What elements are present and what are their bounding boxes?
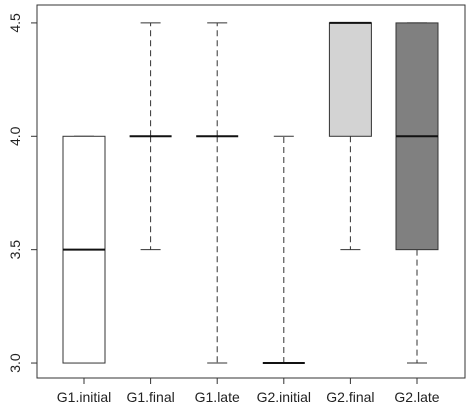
plot-frame	[36, 4, 466, 379]
y-tick-label: 3.0	[7, 353, 23, 373]
y-tick-label: 4.5	[7, 13, 23, 33]
x-tick-label: G2.initial	[257, 389, 311, 405]
x-tick-label: G2.late	[394, 389, 439, 405]
box	[328, 22, 372, 137]
y-tick-label: 3.5	[7, 240, 23, 260]
y-tick-label: 4.0	[7, 126, 23, 146]
x-tick-label: G2.final	[326, 389, 374, 405]
x-tick-label: G1.final	[126, 389, 174, 405]
x-tick-label: G1.initial	[57, 389, 111, 405]
x-tick-label: G1.late	[195, 389, 240, 405]
